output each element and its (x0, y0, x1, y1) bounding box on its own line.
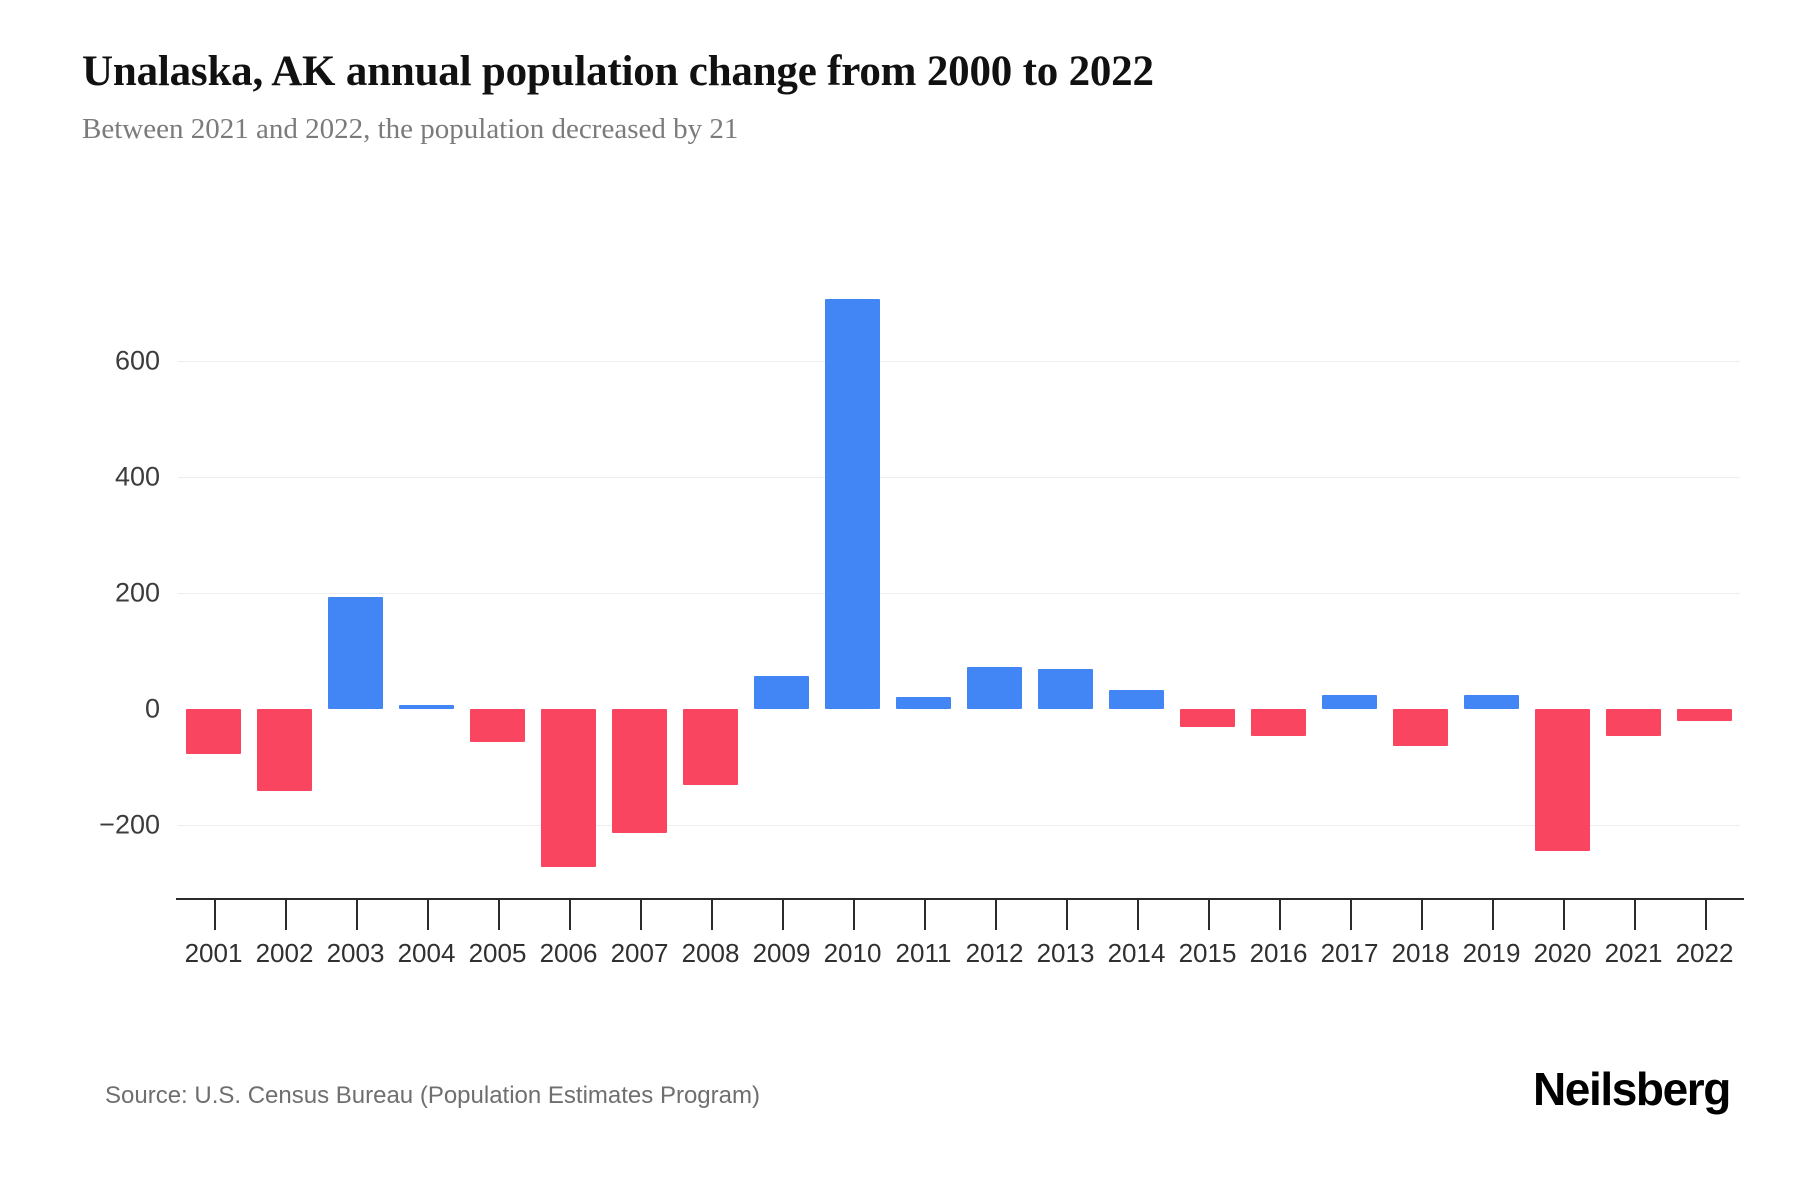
x-tick (994, 900, 997, 930)
bar-2014[interactable] (1108, 690, 1165, 709)
gridline (178, 361, 1740, 362)
x-tick (355, 900, 358, 930)
x-tick (639, 900, 642, 930)
x-tick-label: 2008 (681, 938, 740, 968)
bar-2020[interactable] (1534, 709, 1591, 852)
bar-2005[interactable] (469, 709, 526, 743)
y-tick-label: 200 (114, 577, 160, 608)
bar-2011[interactable] (895, 696, 952, 709)
bar-2001[interactable] (185, 709, 242, 755)
x-tick-label: 2003 (326, 938, 385, 968)
y-tick-label: 600 (114, 345, 160, 376)
x-tick-label: 2016 (1249, 938, 1308, 968)
bar-2021[interactable] (1605, 709, 1662, 737)
x-tick-label: 2015 (1178, 938, 1237, 968)
x-tick (1491, 900, 1494, 930)
page-title: Unalaska, AK annual population change fr… (82, 48, 1154, 95)
gridline (178, 477, 1740, 478)
bars-group (178, 0, 1740, 1200)
x-tick (284, 900, 287, 930)
x-tick-label: 2011 (895, 938, 952, 968)
x-tick (1704, 900, 1707, 930)
bar-2003[interactable] (327, 597, 384, 709)
x-tick (1065, 900, 1068, 930)
x-tick (710, 900, 713, 930)
x-tick-label: 2014 (1107, 938, 1166, 968)
y-tick-label: −200 (99, 809, 160, 840)
bar-2016[interactable] (1250, 709, 1307, 737)
x-tick (213, 900, 216, 930)
x-tick-label: 2004 (397, 938, 456, 968)
x-tick-label: 2021 (1604, 938, 1663, 968)
bar-2007[interactable] (611, 709, 668, 834)
bar-2004[interactable] (398, 704, 455, 709)
x-tick-label: 2012 (965, 938, 1024, 968)
brand-logo: Neilsberg (1532, 1063, 1731, 1115)
x-tick (1278, 900, 1281, 930)
y-tick-label: 0 (144, 693, 160, 724)
gridline (178, 593, 1740, 594)
x-tick (923, 900, 926, 930)
bar-2006[interactable] (540, 709, 597, 867)
x-tick-label: 2010 (823, 938, 882, 968)
x-tick-label: 2017 (1320, 938, 1379, 968)
x-tick (1562, 900, 1565, 930)
bar-2017[interactable] (1321, 694, 1378, 709)
bar-2018[interactable] (1392, 709, 1449, 747)
x-tick (1207, 900, 1210, 930)
source-note: Source: U.S. Census Bureau (Population E… (105, 1082, 760, 1109)
x-tick (1136, 900, 1139, 930)
x-tick-label: 2009 (752, 938, 811, 968)
bar-2010[interactable] (824, 298, 881, 709)
gridline (178, 825, 1740, 826)
bar-2009[interactable] (753, 675, 810, 709)
bar-2022[interactable] (1676, 709, 1733, 722)
x-tick (568, 900, 571, 930)
x-tick-label: 2013 (1036, 938, 1095, 968)
x-tick-label: 2005 (468, 938, 527, 968)
x-tick-label: 2020 (1533, 938, 1592, 968)
x-tick (781, 900, 784, 930)
x-tick (497, 900, 500, 930)
x-tick (1633, 900, 1636, 930)
x-tick (426, 900, 429, 930)
y-tick-label: 400 (114, 461, 160, 492)
bar-2013[interactable] (1037, 668, 1094, 709)
bar-2002[interactable] (256, 709, 313, 791)
x-tick-label: 2006 (539, 938, 598, 968)
bar-2008[interactable] (682, 709, 739, 785)
bar-2019[interactable] (1463, 695, 1520, 709)
chart-header: Unalaska, AK annual population change fr… (82, 48, 1722, 147)
x-tick-label: 2019 (1462, 938, 1521, 968)
x-tick-label: 2007 (610, 938, 669, 968)
x-tick (1349, 900, 1352, 930)
x-tick (852, 900, 855, 930)
x-tick-label: 2018 (1391, 938, 1450, 968)
x-tick (1420, 900, 1423, 930)
chart-subtitle: Between 2021 and 2022, the population de… (82, 113, 739, 146)
x-axis-line (176, 898, 1744, 900)
x-tick-label: 2022 (1675, 938, 1734, 968)
x-tick-label: 2002 (255, 938, 314, 968)
x-tick-label: 2001 (184, 938, 243, 968)
bar-2012[interactable] (966, 667, 1023, 709)
bar-2015[interactable] (1179, 709, 1236, 727)
